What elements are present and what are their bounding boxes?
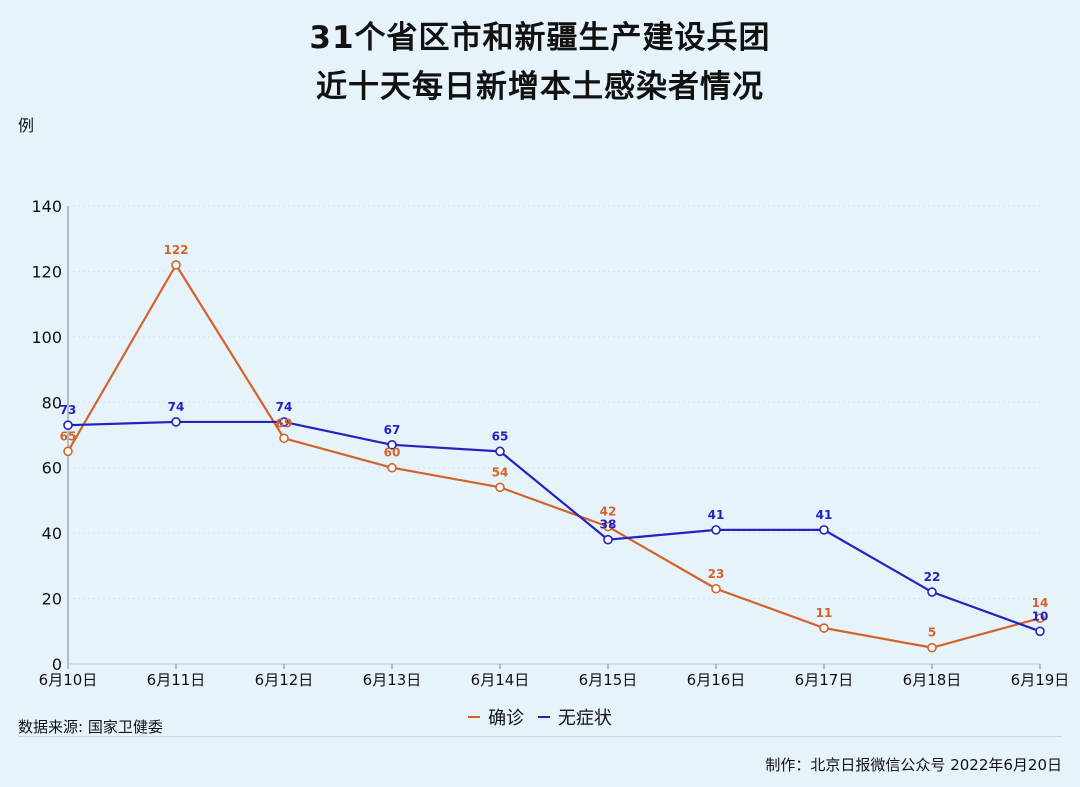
- x-tick-label: 6月19日: [1011, 671, 1070, 689]
- series-line-1: [67, 420, 1041, 633]
- data-source-note: 数据来源: 国家卫健委: [18, 718, 163, 736]
- y-tick-label: 100: [31, 328, 62, 347]
- data-label-series-1: 73: [60, 403, 77, 417]
- data-point-series-0: [63, 446, 73, 457]
- y-tick-label: 40: [42, 524, 62, 543]
- x-tick-label: 6月16日: [687, 671, 746, 689]
- y-tick-label: 120: [31, 262, 62, 281]
- data-point-series-0: [1035, 613, 1045, 624]
- x-tick-label: 6月11日: [147, 671, 206, 689]
- x-tick-label: 6月14日: [471, 671, 530, 689]
- data-label-series-1: 38: [600, 518, 617, 532]
- data-label-series-1: 74: [276, 400, 293, 414]
- data-label-series-1: 22: [924, 570, 941, 584]
- data-point-series-1: [63, 420, 73, 430]
- y-tick-label: 0: [52, 655, 62, 674]
- y-tick-label: 20: [42, 590, 62, 609]
- data-label-series-1: 10: [1032, 609, 1049, 623]
- data-point-series-1: [387, 440, 397, 450]
- data-label-series-1: 41: [708, 508, 725, 522]
- y-tick-label: 80: [42, 393, 62, 412]
- data-point-series-0: [603, 521, 613, 532]
- y-tick-label: 60: [42, 459, 62, 478]
- data-point-series-1: [279, 417, 289, 427]
- data-label-series-0: 122: [163, 243, 188, 257]
- legend-item-series-1: 无症状: [537, 704, 612, 730]
- chart-title-line2: 近十天每日新增本土感染者情况: [316, 69, 764, 105]
- data-point-series-0: [171, 260, 181, 270]
- x-tick-label: 6月10日: [39, 671, 98, 689]
- chart-title-line1: 31个省区市和新疆生产建设兵团: [309, 20, 771, 56]
- data-point-series-0: [927, 642, 937, 653]
- data-label-series-0: 14: [1032, 596, 1049, 610]
- y-tick-label: 140: [31, 197, 62, 216]
- data-label-series-0: 11: [816, 606, 833, 620]
- data-label-series-0: 60: [384, 446, 401, 460]
- legend-label-series-0: 确诊: [488, 708, 525, 729]
- data-point-series-1: [711, 525, 721, 535]
- data-point-series-1: [171, 417, 181, 427]
- x-tick-label: 6月18日: [903, 671, 962, 689]
- legend-swatch-series-0: [468, 716, 481, 718]
- data-label-series-0: 54: [492, 465, 509, 479]
- x-tick-label: 6月15日: [579, 671, 638, 689]
- y-axis-unit: 例: [18, 116, 35, 135]
- data-label-series-1: 67: [384, 423, 401, 437]
- data-point-series-1: [603, 534, 613, 545]
- x-tick-label: 6月13日: [363, 671, 422, 689]
- data-point-series-0: [819, 623, 829, 633]
- data-point-series-1: [495, 446, 505, 457]
- footer-divider: [18, 736, 1062, 737]
- data-label-series-0: 65: [60, 429, 77, 443]
- data-point-series-1: [927, 587, 937, 597]
- data-label-series-0: 23: [708, 567, 725, 581]
- x-tick-label: 6月17日: [795, 671, 854, 689]
- data-label-series-0: 69: [276, 416, 293, 430]
- line-chart: 0 20 40 60 80 100 120 140 6月10日 6月11日 6月12日 6月13日 6月…: [31, 197, 1070, 689]
- data-label-series-1: 65: [492, 429, 509, 443]
- data-label-series-0: 5: [928, 626, 936, 640]
- legend: 确诊 无症状: [0, 702, 1080, 730]
- data-label-series-0: 42: [600, 505, 617, 519]
- x-tick-label: 6月12日: [255, 671, 314, 689]
- data-point-series-1: [1035, 626, 1045, 637]
- data-label-series-1: 74: [168, 400, 185, 414]
- data-point-series-0: [279, 433, 289, 444]
- data-point-series-0: [495, 482, 505, 493]
- legend-item-series-0: 确诊: [468, 704, 524, 730]
- data-label-series-1: 41: [816, 508, 833, 522]
- series-line-0: [67, 263, 1041, 649]
- credit-note: 制作：北京日报微信公众号 2022年6月20日: [765, 756, 1062, 774]
- legend-label-series-1: 无症状: [557, 708, 612, 729]
- data-point-series-1: [819, 525, 829, 535]
- legend-swatch-series-1: [537, 716, 550, 718]
- data-point-series-0: [711, 583, 721, 594]
- data-point-series-0: [387, 462, 397, 473]
